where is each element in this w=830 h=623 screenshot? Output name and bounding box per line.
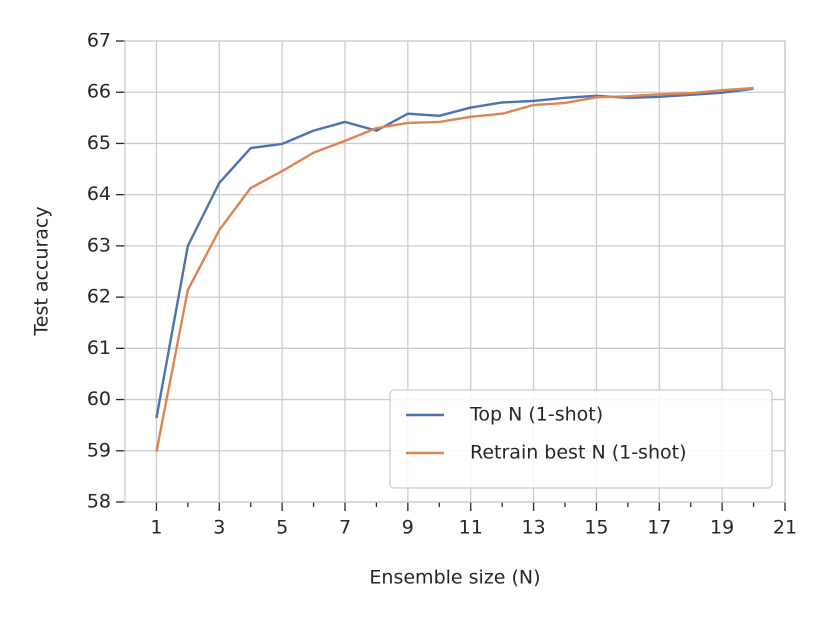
y-tick-label: 58 [87, 491, 111, 513]
x-tick-label: 21 [773, 517, 797, 539]
y-tick-label: 66 [87, 81, 111, 103]
y-tick-label: 59 [87, 439, 111, 461]
y-tick-label: 62 [87, 286, 111, 308]
legend-box [389, 389, 773, 489]
x-tick-label: 17 [647, 517, 671, 539]
legend: Top N (1-shot) Retrain best N (1-shot) [389, 389, 773, 489]
x-tick-label: 7 [339, 517, 351, 539]
x-tick-label: 13 [521, 517, 545, 539]
x-tick-label: 1 [150, 517, 162, 539]
x-tick-label: 15 [584, 517, 608, 539]
x-tick-label: 9 [402, 517, 414, 539]
y-tick-label: 64 [87, 183, 111, 205]
legend-label: Retrain best N (1-shot) [470, 442, 686, 464]
y-tick-label: 61 [87, 337, 111, 359]
x-axis-label: Ensemble size (N) [369, 567, 540, 589]
y-axis-label: Test accuracy [31, 206, 53, 336]
line-series [155, 87, 754, 419]
x-tick-label: 19 [710, 517, 734, 539]
legend-label: Top N (1-shot) [469, 404, 603, 426]
y-tick-label: 60 [87, 388, 111, 410]
y-tick-label: 67 [87, 30, 111, 52]
y-tick-label: 65 [87, 132, 111, 154]
x-tick-label: 11 [459, 517, 483, 539]
x-tick-label: 5 [276, 517, 288, 539]
line-series [155, 86, 754, 453]
plot-frame [124, 40, 786, 503]
y-tick-label: 63 [87, 234, 111, 256]
x-tick-label: 3 [213, 517, 225, 539]
